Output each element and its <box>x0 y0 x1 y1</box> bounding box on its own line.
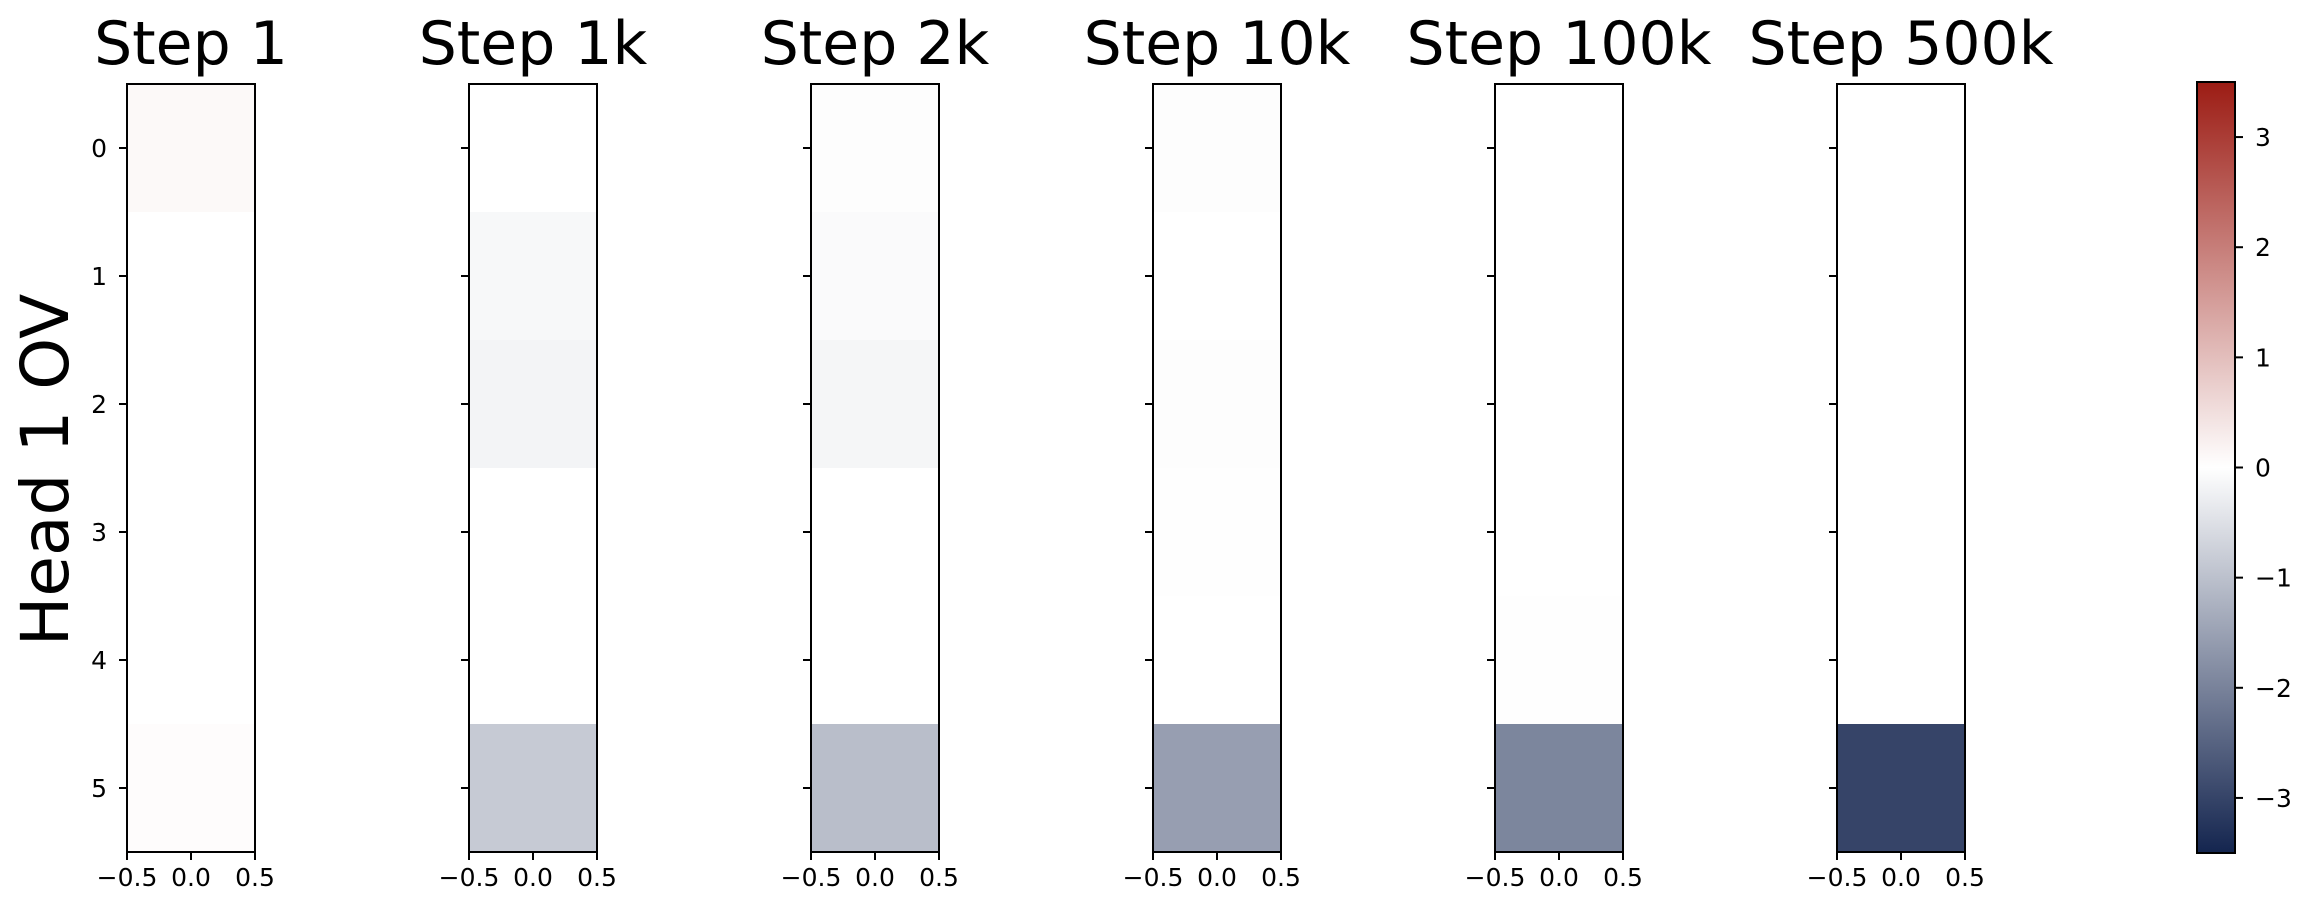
colorbar-tick-label: 1 <box>2255 343 2271 372</box>
x-tick-label: 0.0 <box>1197 863 1237 892</box>
colorbar-tick-label: −2 <box>2255 674 2292 703</box>
x-tick-label: 0.5 <box>1261 863 1301 892</box>
heatmap-cell <box>811 84 939 212</box>
heatmap-cell <box>469 724 597 852</box>
y-tick-label: 5 <box>91 774 107 803</box>
colorbar-tick-label: 3 <box>2255 123 2271 152</box>
heatmap-cell <box>1837 724 1965 852</box>
x-tick-label: −0.5 <box>97 863 158 892</box>
x-tick-label: 0.5 <box>1603 863 1643 892</box>
heatmap-cell <box>1495 468 1623 596</box>
heatmap-cell <box>1837 212 1965 340</box>
heatmap-cell <box>811 340 939 468</box>
heatmap-cell <box>127 340 255 468</box>
heatmap-cell <box>1153 596 1281 724</box>
heatmap-panel: Step 10k −0.5 0.0 0.5 <box>1084 9 1351 892</box>
y-tick-label: 3 <box>91 518 107 547</box>
x-tick-label: 0.0 <box>1881 863 1921 892</box>
colorbar-tick-label: 0 <box>2255 454 2271 483</box>
panel-title: Step 1k <box>419 9 648 79</box>
heatmap-cell <box>811 468 939 596</box>
x-tick-label: −0.5 <box>1465 863 1526 892</box>
panel-title: Step 2k <box>761 9 990 79</box>
x-tick-label: 0.0 <box>171 863 211 892</box>
heatmap-cell <box>811 724 939 852</box>
panel-title: Step 100k <box>1407 9 1712 79</box>
row-label: Head 1 OV <box>7 294 84 646</box>
heatmap-cell <box>127 596 255 724</box>
heatmap-cell <box>1153 212 1281 340</box>
heatmap-cell <box>469 212 597 340</box>
y-tick-label: 1 <box>91 262 107 291</box>
heatmap-panel: Step 100k −0.5 0.0 0.5 <box>1407 9 1712 892</box>
heatmap-cell <box>469 84 597 212</box>
x-tick-label: 0.5 <box>235 863 275 892</box>
x-tick-label: −0.5 <box>781 863 842 892</box>
heatmap-cell <box>127 468 255 596</box>
x-tick-label: 0.5 <box>919 863 959 892</box>
heatmap-cell <box>1495 596 1623 724</box>
panel-title: Step 1 <box>94 9 288 79</box>
heatmap-cell <box>127 84 255 212</box>
heatmap-cell <box>469 340 597 468</box>
heatmap-cell <box>127 724 255 852</box>
x-tick-label: −0.5 <box>1123 863 1184 892</box>
heatmap-cell <box>1837 468 1965 596</box>
heatmap-cell <box>1153 84 1281 212</box>
y-tick-label: 4 <box>91 646 107 675</box>
x-tick-label: 0.5 <box>1945 863 1985 892</box>
colorbar: 3 2 1 0 −1 −2 −3 <box>2196 81 2292 854</box>
y-tick-label: 2 <box>91 390 107 419</box>
heatmap-cell <box>1153 724 1281 852</box>
heatmap-cell <box>1837 596 1965 724</box>
panel-title: Step 10k <box>1084 9 1351 79</box>
heatmap-cell <box>1495 84 1623 212</box>
heatmap-cell <box>1837 340 1965 468</box>
colorbar-tick-label: −3 <box>2255 784 2292 813</box>
x-tick-label: 0.5 <box>577 863 617 892</box>
heatmap-cell <box>469 468 597 596</box>
panel-title: Step 500k <box>1749 9 2054 79</box>
heatmap-panel: Step 2k −0.5 0.0 0.5 <box>761 9 990 892</box>
y-tick-label: 0 <box>91 134 107 163</box>
heatmap-cell <box>811 212 939 340</box>
heatmap-cell <box>1837 84 1965 212</box>
heatmap-cell <box>1495 340 1623 468</box>
x-tick-label: 0.0 <box>855 863 895 892</box>
heatmap-cell <box>1153 468 1281 596</box>
x-tick-label: −0.5 <box>439 863 500 892</box>
heatmap-cell <box>1495 212 1623 340</box>
heatmap-cell <box>811 596 939 724</box>
colorbar-tick-label: 2 <box>2255 233 2271 262</box>
heatmap-panel: Step 1 0 1 2 3 4 5 −0.5 0.0 0.5 <box>91 9 288 892</box>
heatmap-panel: Step 1k −0.5 0.0 0.5 <box>419 9 648 892</box>
x-tick-label: −0.5 <box>1807 863 1868 892</box>
colorbar-tick-label: −1 <box>2255 564 2292 593</box>
heatmap-cell <box>1153 340 1281 468</box>
x-tick-label: 0.0 <box>513 863 553 892</box>
heatmap-cell <box>127 212 255 340</box>
x-tick-label: 0.0 <box>1539 863 1579 892</box>
colorbar-gradient-bar <box>2197 82 2235 853</box>
heatmap-cell <box>1495 724 1623 852</box>
heatmap-panel: Step 500k −0.5 0.0 0.5 <box>1749 9 2054 892</box>
heatmap-cell <box>469 596 597 724</box>
